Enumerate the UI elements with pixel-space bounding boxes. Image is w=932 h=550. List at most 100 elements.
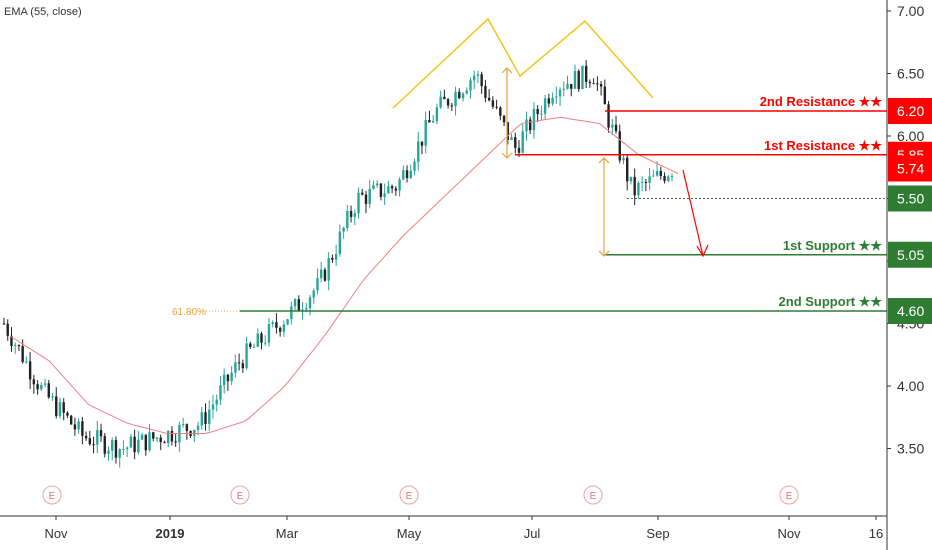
candle-body — [499, 107, 502, 116]
candle-body — [387, 186, 390, 194]
candle-body — [211, 404, 215, 410]
price-badge — [888, 155, 932, 182]
candle-body — [670, 175, 674, 177]
candle-body — [428, 119, 431, 123]
candle-body — [230, 372, 233, 382]
x-tick-label: 16 — [869, 526, 883, 541]
candle-body — [170, 430, 174, 442]
candlestick-series — [2, 60, 674, 468]
candle-body — [129, 436, 133, 448]
candle-body — [219, 385, 222, 400]
price-badge-label: 6.20 — [897, 103, 924, 119]
candle-body — [577, 71, 580, 90]
earnings-marker-label: E — [590, 491, 597, 502]
candle-body — [555, 96, 558, 98]
candle-body — [133, 436, 136, 453]
earnings-marker-label: E — [237, 491, 244, 502]
candle-body — [491, 100, 495, 107]
candle-body — [506, 122, 509, 140]
candle-body — [99, 430, 103, 437]
candle-body — [652, 175, 655, 177]
candle-body — [81, 421, 84, 436]
earnings-marker — [399, 485, 419, 505]
candle-body — [562, 88, 565, 90]
candle-body — [312, 290, 315, 298]
candle-body — [58, 402, 62, 417]
candle-body — [222, 374, 226, 386]
price-badge-label: 5.50 — [897, 191, 924, 207]
candle-body — [185, 424, 189, 431]
candle-body — [114, 440, 118, 458]
candle-body — [413, 161, 416, 171]
candle-body — [435, 107, 439, 122]
ema-indicator-label: EMA (55, close) — [4, 6, 82, 18]
candle-body — [629, 176, 633, 182]
candle-body — [431, 121, 435, 123]
candle-body — [338, 231, 342, 255]
candle-body — [122, 448, 125, 450]
price-levels: 2nd Resistance ★★ 1st Resistance ★★ 1st Su… — [240, 94, 887, 312]
candle-body — [405, 170, 409, 178]
candle-body — [398, 179, 401, 191]
price-badge-label: 5.05 — [897, 247, 924, 263]
candle-body — [10, 335, 13, 347]
candle-body — [655, 171, 659, 176]
price-badge — [888, 98, 932, 124]
candle-body — [417, 141, 420, 162]
candle-body — [570, 84, 573, 89]
candle-body — [536, 108, 539, 115]
candle-body — [446, 99, 450, 106]
candle-body — [659, 171, 663, 176]
candle-body — [196, 425, 200, 430]
candle-body — [66, 412, 69, 416]
candle-body — [596, 83, 599, 85]
candle-body — [260, 333, 263, 343]
double-top-outline — [392, 17, 654, 109]
candle-body — [342, 227, 345, 232]
x-tick-label: Nov — [777, 526, 801, 541]
candle-body — [614, 124, 618, 132]
candle-body — [473, 75, 476, 81]
candle-body — [103, 436, 106, 454]
candle-body — [155, 437, 159, 439]
candle-body — [62, 402, 65, 413]
candle-body — [599, 84, 603, 87]
candle-body — [234, 362, 237, 373]
x-tick-label: Jul — [524, 526, 541, 541]
earnings-marker — [779, 485, 799, 505]
y-tick-label: 4.00 — [897, 378, 924, 394]
candle-body — [525, 119, 528, 132]
x-tick-label: 2019 — [156, 526, 185, 541]
y-tick-label: 6.50 — [897, 66, 924, 82]
measure-arrows — [501, 67, 709, 258]
candle-body — [402, 170, 405, 180]
candle-body — [92, 444, 95, 446]
candle-body — [40, 384, 43, 390]
level-label: 1st Support ★★ — [783, 238, 882, 253]
earnings-marker-label: E — [406, 491, 413, 502]
candle-body — [375, 183, 379, 186]
candle-body — [264, 342, 267, 344]
candle-body — [73, 424, 77, 430]
candle-body — [51, 396, 54, 398]
candle-body — [256, 333, 259, 347]
candle-body — [543, 98, 547, 114]
candle-body — [271, 322, 274, 324]
candle-body — [327, 257, 330, 281]
candle-body — [237, 362, 241, 364]
candle-body — [21, 346, 24, 363]
double-top-pattern — [392, 17, 654, 109]
candle-body — [461, 93, 465, 99]
candle-body — [495, 106, 498, 108]
candle-body — [581, 65, 584, 90]
candle-body — [163, 442, 166, 444]
candle-body — [286, 319, 289, 325]
candle-body — [532, 108, 536, 131]
candle-body — [13, 345, 17, 347]
candle-body — [249, 343, 252, 347]
y-tick-label: 6.00 — [897, 128, 924, 144]
candle-body — [118, 449, 121, 458]
earnings-marker-label: E — [49, 491, 56, 502]
price-badge-label: 4.60 — [897, 303, 924, 319]
